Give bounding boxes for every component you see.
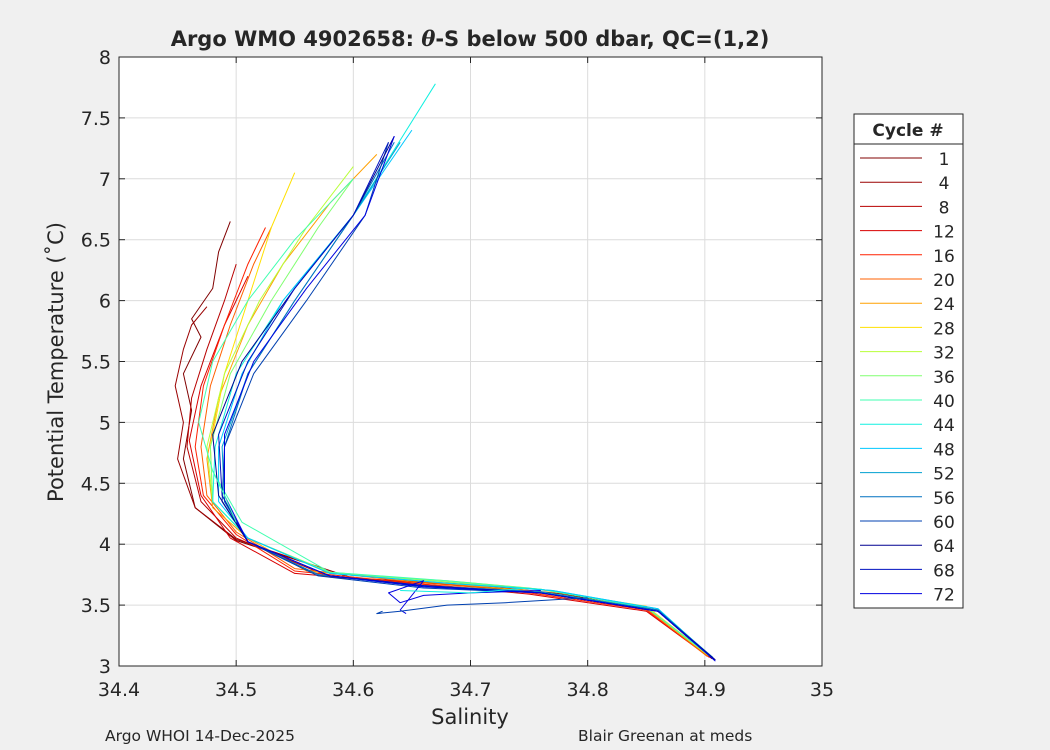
x-tick-label: 34.4 [98, 679, 140, 701]
profiles [174, 83, 716, 662]
y-tick-label: 4.5 [81, 473, 111, 495]
legend-label: 4 [939, 174, 950, 194]
y-tick-label: 8 [99, 47, 111, 69]
legend-title: Cycle # [872, 121, 943, 141]
legend-label: 48 [933, 440, 955, 460]
y-tick-label: 5 [99, 412, 111, 434]
profile-line [388, 580, 541, 615]
footer-right: Blair Greenan at meds [578, 727, 752, 745]
legend-label: 72 [933, 586, 955, 606]
x-tick-label: 34.8 [567, 679, 609, 701]
legend: Cycle # 14812162024283236404448525660646… [853, 113, 964, 609]
x-tick-label: 34.5 [215, 679, 257, 701]
profile-line [224, 136, 716, 662]
footer-left: Argo WHOI 14-Dec-2025 [105, 727, 295, 745]
profile-line [188, 275, 710, 658]
legend-label: 64 [933, 537, 955, 557]
x-tick-label: 34.6 [332, 679, 374, 701]
y-tick-label: 6 [99, 291, 111, 313]
legend-label: 28 [933, 319, 955, 339]
y-tick-label: 5.5 [81, 352, 111, 374]
legend-label: 20 [933, 271, 955, 291]
y-tick-label: 6.5 [81, 230, 111, 252]
y-tick-label: 4 [99, 534, 111, 556]
legend-label: 8 [939, 198, 950, 218]
profile-line [198, 178, 712, 657]
profile-line [174, 306, 713, 660]
x-tick-label: 34.7 [449, 679, 491, 701]
profile-line [376, 597, 588, 615]
chart-title: Argo WMO 4902658: θ-S below 500 dbar, QC… [171, 26, 770, 51]
legend-label: 32 [933, 344, 955, 364]
x-axis-label: Salinity [431, 705, 509, 729]
profile-line [212, 470, 237, 523]
x-tick-label: 34.9 [684, 679, 726, 701]
legend-label: 44 [933, 416, 955, 436]
y-tick-label: 7.5 [81, 108, 111, 130]
legend-label: 68 [933, 561, 955, 581]
legend-box [853, 113, 964, 609]
y-axis-ticks: 3 3.5 4 4.5 5 5.5 6 6.5 7 7.5 8 [81, 47, 822, 678]
legend-label: 40 [933, 392, 955, 412]
y-tick-label: 3 [99, 656, 111, 678]
y-tick-label: 7 [99, 169, 111, 191]
profile-line [194, 227, 709, 657]
y-tick-label: 3.5 [81, 595, 111, 617]
legend-label: 12 [933, 223, 955, 243]
legend-label: 36 [933, 368, 955, 388]
y-axis-label: Potential Temperature (˚C) [44, 222, 68, 502]
x-axis-ticks: 34.4 34.5 34.6 34.7 34.8 34.9 35 [98, 57, 834, 701]
legend-label: 60 [933, 513, 955, 533]
legend-label: 56 [933, 489, 955, 509]
legend-label: 52 [933, 465, 955, 485]
legend-label: 1 [939, 150, 950, 170]
legend-label: 24 [933, 295, 955, 315]
profile-line [400, 587, 530, 594]
legend-label: 16 [933, 247, 955, 267]
x-tick-label: 35 [810, 679, 834, 701]
